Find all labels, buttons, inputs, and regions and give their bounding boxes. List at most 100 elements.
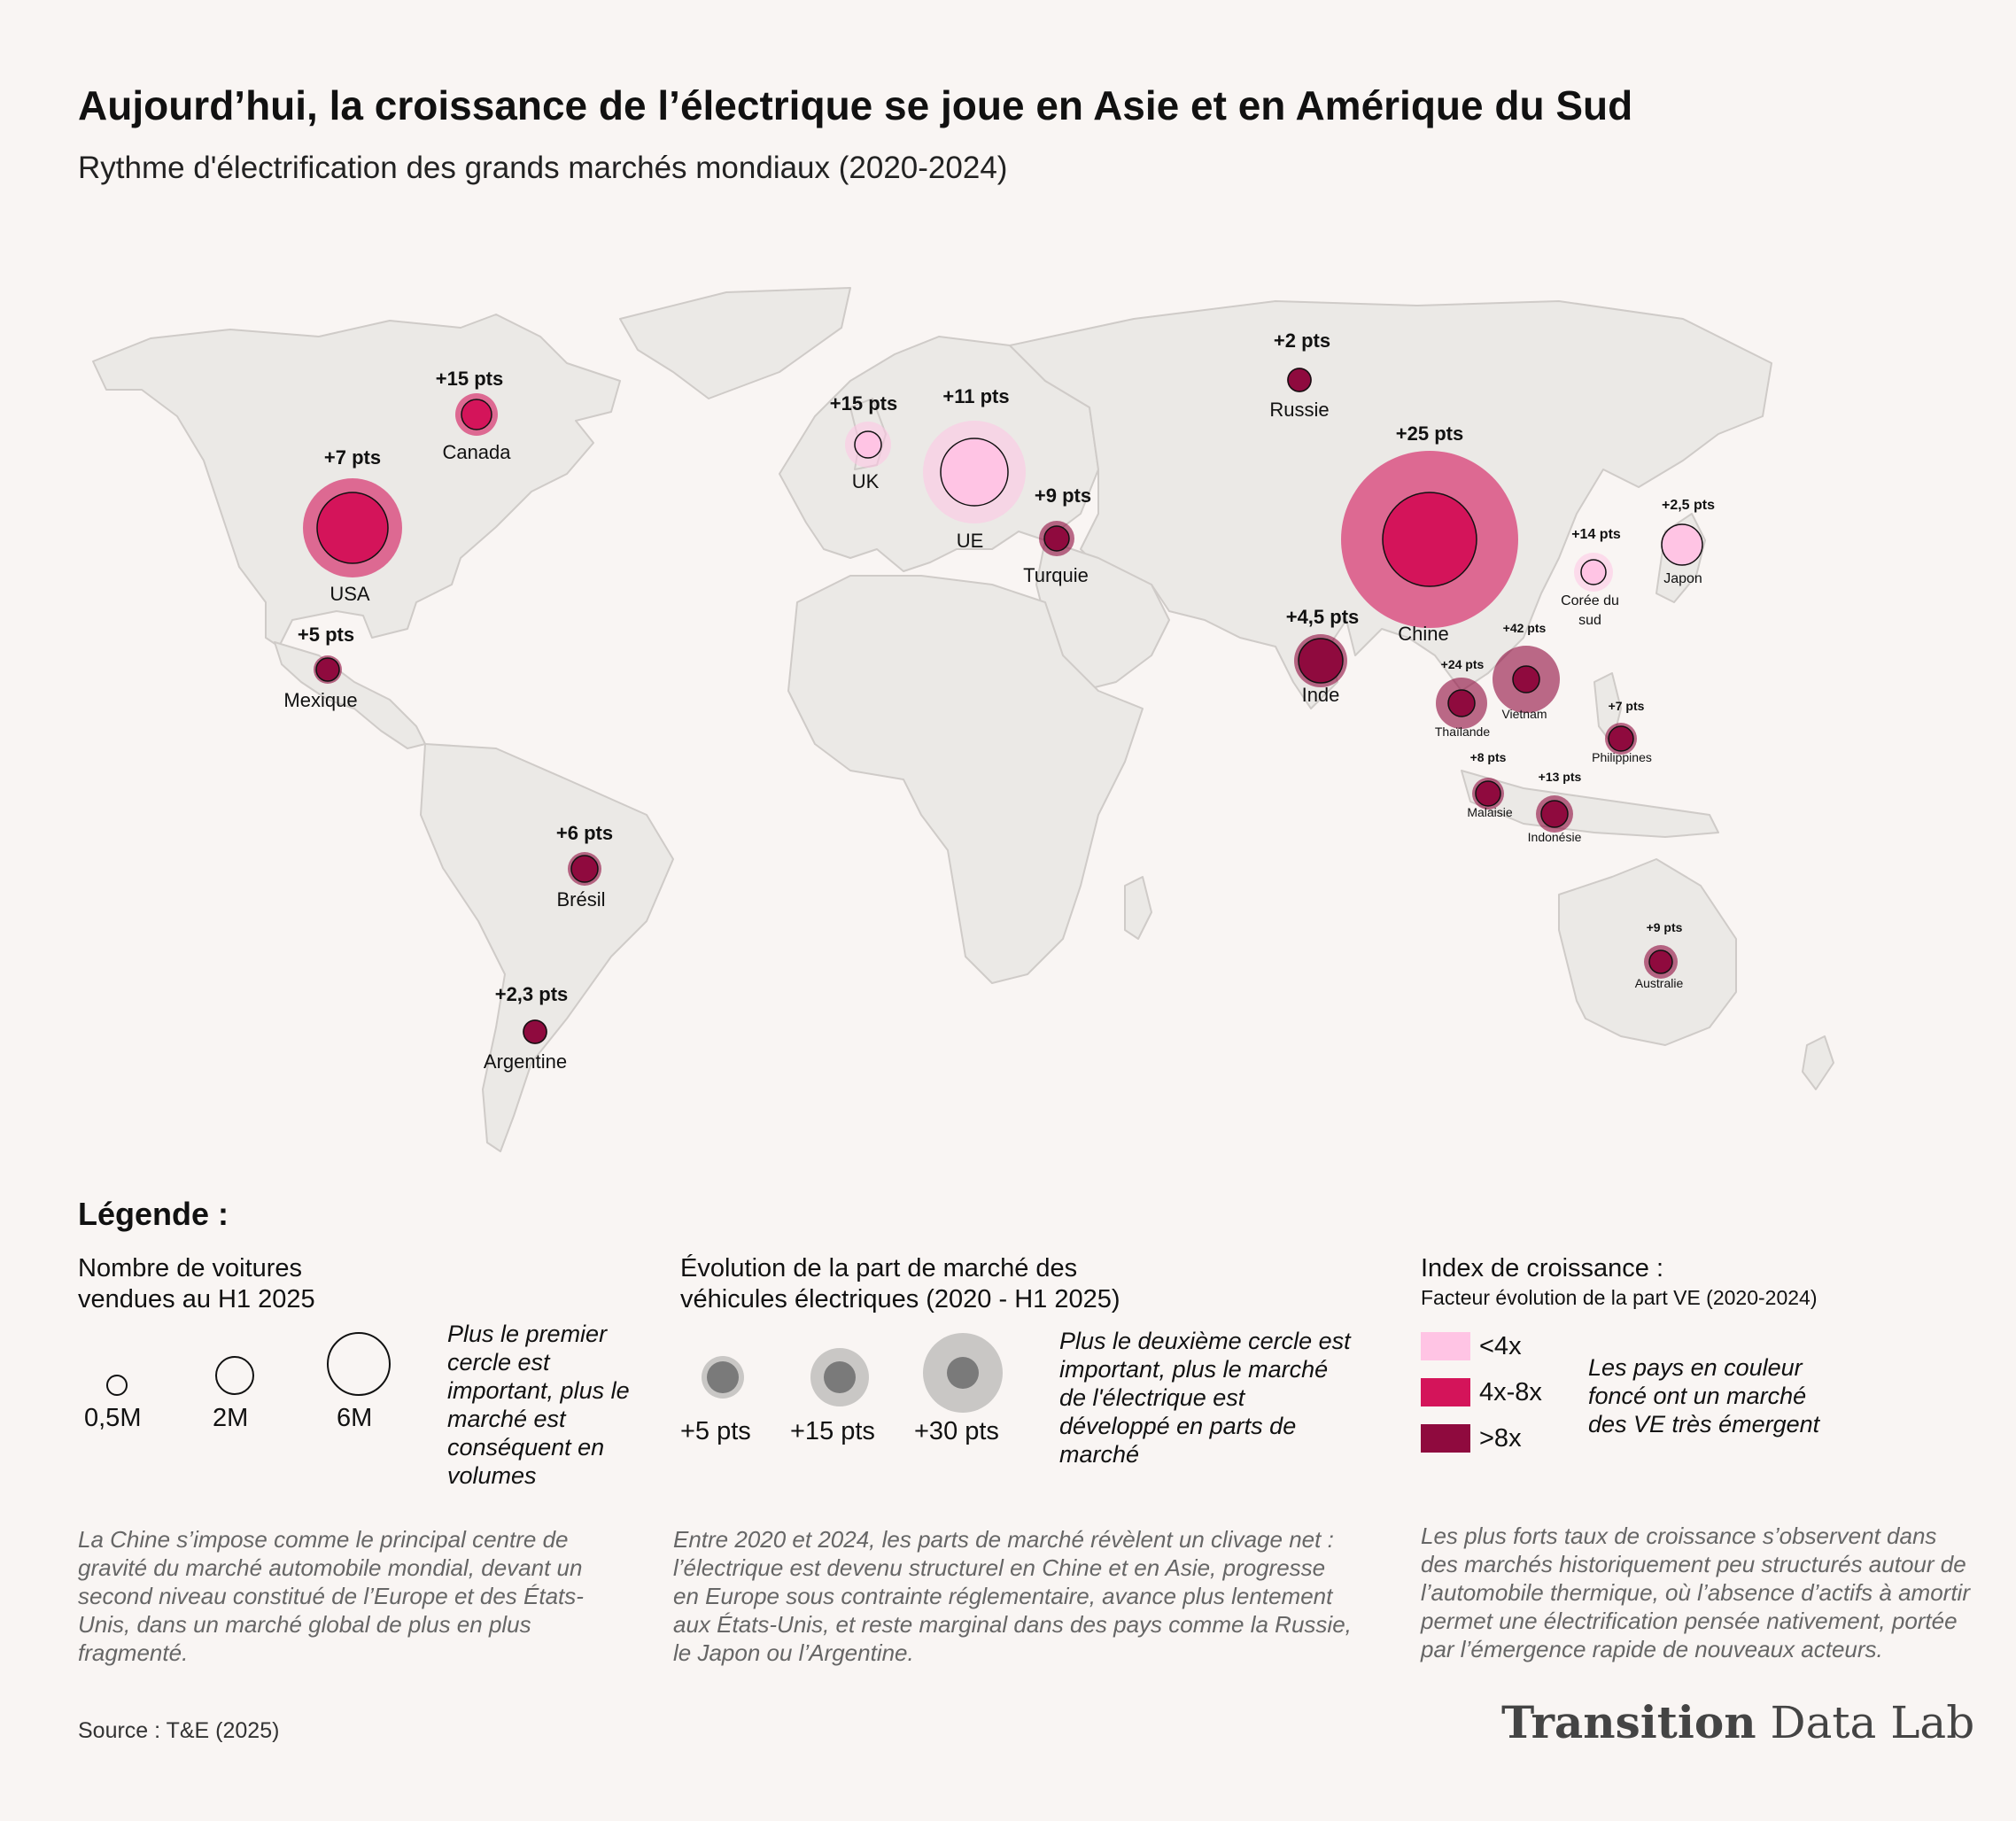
share-legend-heading-line1: Évolution de la part de marché des (680, 1254, 1078, 1282)
coree-du-sud-volume-circle (1580, 559, 1607, 585)
australie-name-label: Australie (1635, 976, 1684, 990)
uk-name-label: UK (852, 470, 880, 492)
share-label-medium: +15 pts (790, 1417, 875, 1445)
indonesie-volume-circle (1540, 800, 1569, 828)
share-legend-heading: Évolution de la part de marché des véhic… (680, 1253, 1120, 1315)
share-legend-circles (702, 1333, 1003, 1413)
canada-pts-label: +15 pts (436, 368, 503, 390)
caption-middle: Entre 2020 et 2024, les parts de marché … (673, 1526, 1352, 1666)
argentine-pts-label: +2,3 pts (495, 983, 569, 1005)
japon-pts-label: +2,5 pts (1662, 498, 1715, 513)
bresil-name-label: Brésil (556, 888, 605, 910)
africa-land (787, 575, 1144, 984)
inde-pts-label: +4,5 pts (1286, 606, 1360, 628)
market-bubbles: +15 pts Canada +7 pts USA +5 pts Mexique +6 pt… (283, 329, 1715, 1073)
share-label-large: +30 pts (914, 1417, 999, 1445)
size-circle-medium (215, 1356, 254, 1395)
usa-name-label: USA (330, 583, 370, 605)
coree-du-sud-pts-label: +14 pts (1571, 527, 1621, 542)
chine-volume-circle (1382, 492, 1477, 587)
size-legend-heading-line2: vendues au H1 2025 (78, 1285, 315, 1313)
indonesia-land (1461, 770, 1719, 838)
south-america-land (420, 743, 674, 1152)
vietnam-pts-label: +42 pts (1503, 621, 1547, 635)
turquie-volume-circle (1043, 525, 1070, 552)
canada-volume-circle (461, 399, 492, 430)
size-label-small: 0,5M (84, 1404, 142, 1432)
size-legend-note: Plus le premier cercle est important, pl… (447, 1321, 630, 1489)
russie-pts-label: +2 pts (1274, 329, 1330, 352)
japon-name-label: Japon (1663, 571, 1702, 586)
world-map: +15 pts Canada +7 pts USA +5 pts Mexique +6 pt… (92, 287, 1834, 1152)
growth-swatch-low (1421, 1332, 1470, 1360)
growth-swatch-mid (1421, 1378, 1470, 1406)
growth-legend-subheading: Facteur évolution de la part VE (2020-20… (1421, 1286, 1818, 1309)
share-legend-note: Plus le deuxième cercle est important, p… (1059, 1328, 1351, 1468)
malaisie-volume-circle (1475, 780, 1501, 807)
page-title: Aujourd’hui, la croissance de l’électriq… (78, 82, 1633, 128)
mexique-name-label: Mexique (283, 689, 357, 711)
size-circle-large (327, 1332, 391, 1396)
share-core-medium (824, 1361, 856, 1393)
brand-logo: Transition Data Lab (1501, 1696, 1974, 1748)
chine-name-label: Chine (1398, 623, 1448, 645)
size-circle-small (106, 1375, 128, 1396)
size-label-large: 6M (337, 1404, 373, 1432)
size-legend-heading-line1: Nombre de voitures (78, 1254, 303, 1282)
argentine-volume-circle (523, 1019, 547, 1044)
uk-pts-label: +15 pts (830, 392, 897, 415)
inde-name-label: Inde (1302, 684, 1340, 706)
growth-legend-heading: Index de croissance : (1421, 1254, 1664, 1282)
usa-volume-circle (316, 492, 389, 564)
share-core-large (947, 1357, 979, 1389)
turquie-name-label: Turquie (1023, 564, 1089, 586)
source-note: Source : T&E (2025) (78, 1718, 280, 1743)
legend-title: Légende : (78, 1196, 229, 1232)
new-zealand-land (1802, 1035, 1834, 1090)
growth-label-high: >8x (1479, 1424, 1522, 1453)
vietnam-volume-circle (1512, 665, 1540, 694)
japon-volume-circle (1661, 523, 1703, 566)
uk-volume-circle (854, 430, 882, 459)
canada-name-label: Canada (442, 441, 511, 463)
size-label-medium: 2M (213, 1404, 249, 1432)
mexique-volume-circle (315, 657, 340, 682)
caption-left: La Chine s’impose comme le principal cen… (78, 1526, 584, 1666)
malaisie-pts-label: +8 pts (1470, 750, 1507, 764)
growth-legend-note: Les pays en couleur foncé ont un marché … (1588, 1354, 1820, 1437)
growth-label-mid: 4x-8x (1479, 1378, 1542, 1406)
ue-volume-circle (940, 438, 1009, 507)
share-legend-heading-line2: véhicules électriques (2020 - H1 2025) (680, 1285, 1120, 1313)
russie-name-label: Russie (1269, 399, 1329, 421)
russie-volume-circle (1287, 368, 1312, 392)
madagascar-land (1124, 876, 1152, 940)
thailande-name-label: Thaïlande (1435, 725, 1490, 739)
thailande-pts-label: +24 pts (1441, 657, 1485, 671)
land-masses (92, 287, 1834, 1152)
bresil-volume-circle (570, 855, 599, 883)
mexique-pts-label: +5 pts (298, 624, 354, 646)
indonesie-name-label: Indonésie (1528, 830, 1582, 844)
philippines-name-label: Philippines (1592, 750, 1652, 764)
ue-pts-label: +11 pts (942, 385, 1009, 407)
brand-logo-regular: Data Lab (1770, 1697, 1975, 1748)
size-legend-heading: Nombre de voitures vendues au H1 2025 (78, 1253, 315, 1315)
ue-name-label: UE (957, 530, 984, 552)
page-subtitle: Rythme d'électrification des grands marc… (78, 151, 1008, 185)
chine-pts-label: +25 pts (1396, 422, 1463, 445)
size-legend-circles (106, 1332, 391, 1396)
bresil-pts-label: +6 pts (556, 822, 613, 844)
australie-volume-circle (1648, 949, 1673, 974)
share-label-small: +5 pts (680, 1417, 751, 1445)
caption-right: Les plus forts taux de croissance s’obse… (1421, 1523, 1970, 1662)
growth-swatch-high (1421, 1424, 1470, 1453)
philippines-volume-circle (1608, 725, 1634, 752)
vietnam-name-label: Vietnam (1501, 707, 1547, 721)
turquie-pts-label: +9 pts (1035, 484, 1091, 507)
inde-volume-circle (1298, 638, 1344, 684)
share-core-small (707, 1361, 739, 1393)
central-america-land (274, 641, 426, 749)
thailande-volume-circle (1447, 689, 1476, 717)
argentine-name-label: Argentine (484, 1050, 567, 1073)
greenland-land (619, 287, 851, 399)
